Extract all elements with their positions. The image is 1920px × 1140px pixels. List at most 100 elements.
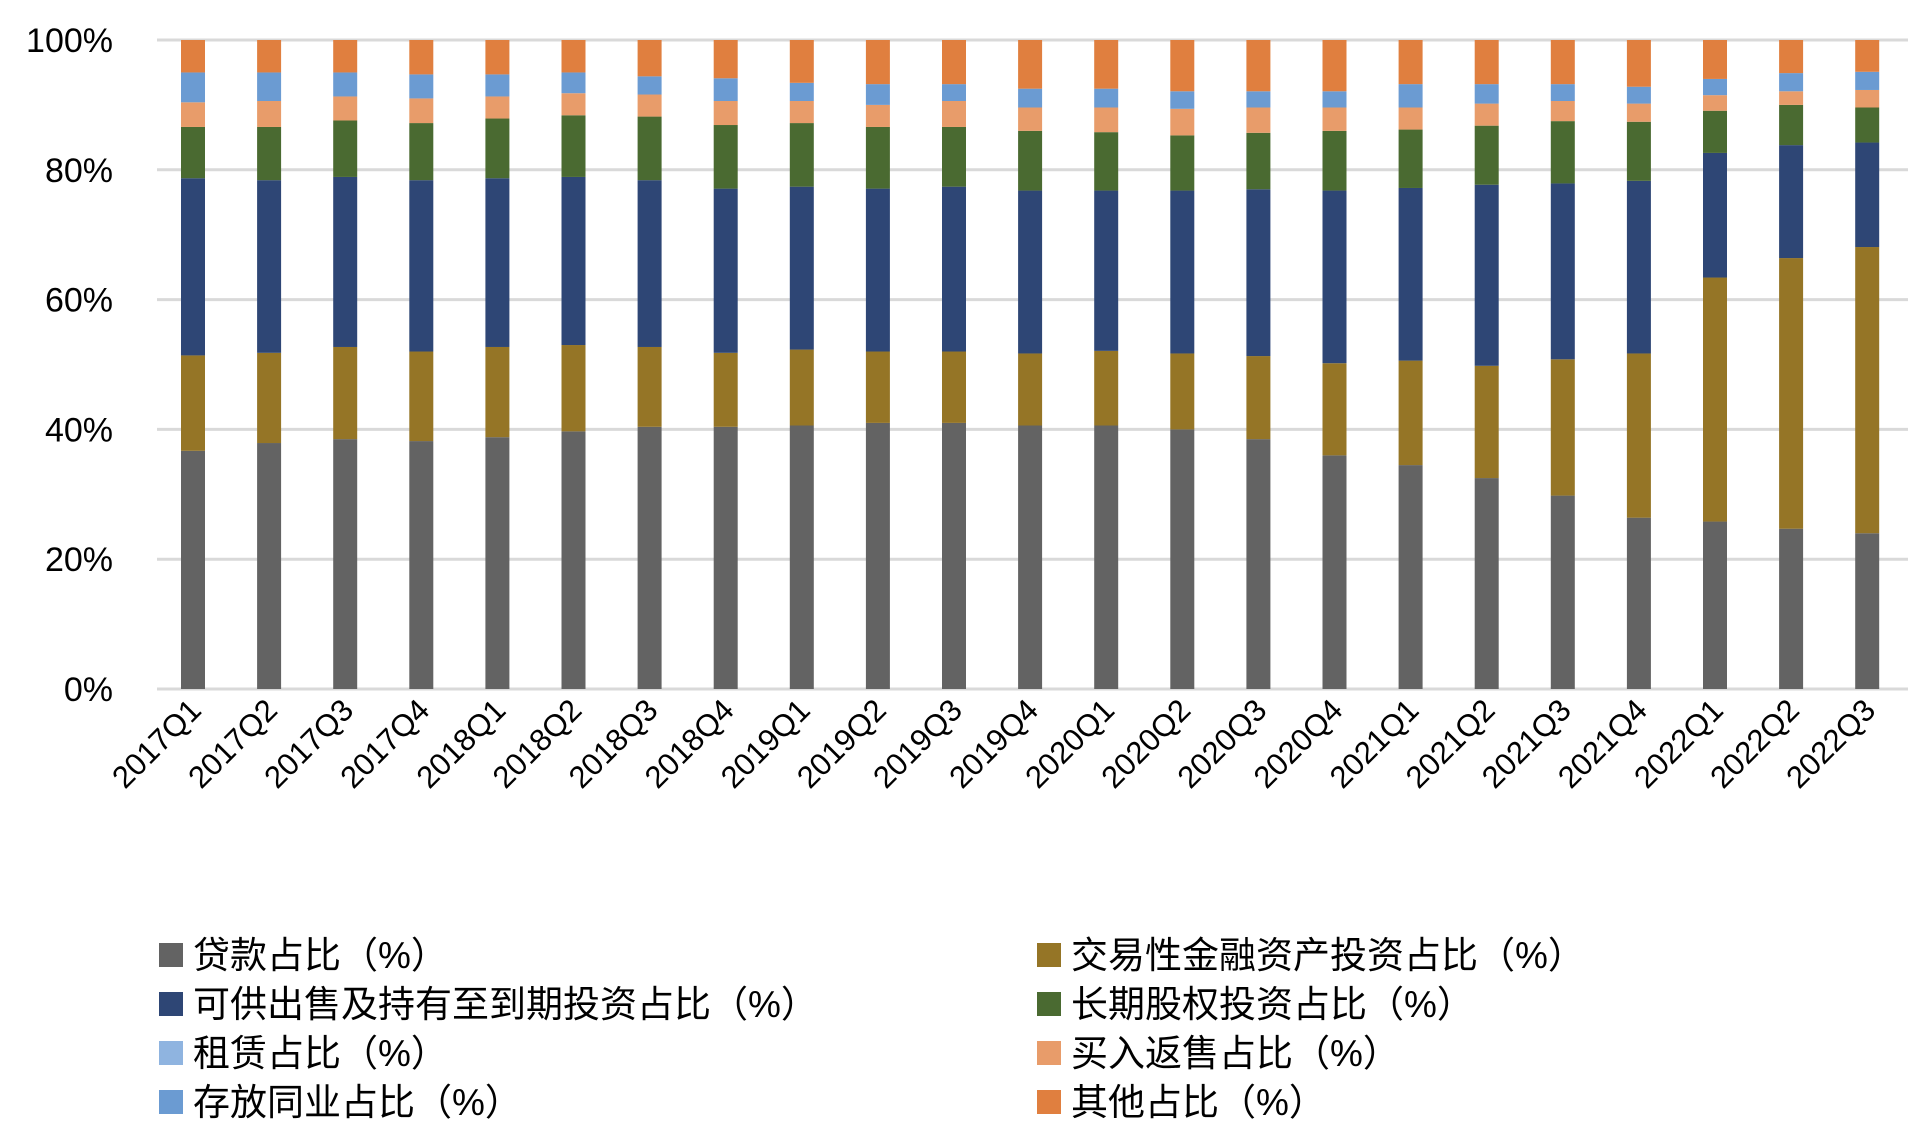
bar-stack-2022Q2 [1779, 40, 1804, 689]
bar-segment-series-1 [1855, 247, 1880, 534]
bar-segment-series-6 [1703, 78, 1727, 96]
bar-segment-series-6 [1398, 84, 1423, 108]
bar-segment-series-6 [1855, 71, 1880, 90]
bar-segment-series-5 [1322, 107, 1347, 131]
bar-stack-2021Q1 [1398, 40, 1423, 689]
bar-segment-series-1 [1094, 350, 1119, 426]
bar-segment-series-5 [1703, 95, 1727, 111]
legend-swatch [159, 992, 183, 1016]
bar-segment-series-0 [333, 439, 358, 689]
bar-segment-series-1 [637, 346, 662, 427]
bar-segment-series-2 [789, 186, 814, 350]
bar-segment-series-7 [561, 40, 586, 73]
bar-segment-series-3 [181, 126, 205, 179]
bar-segment-series-6 [181, 72, 205, 103]
bar-segment-series-2 [1550, 183, 1575, 360]
bar-segment-series-7 [713, 40, 738, 79]
bar-segment-series-0 [1246, 439, 1271, 689]
legend-swatch [1037, 1090, 1061, 1114]
bar-segment-series-1 [1322, 363, 1347, 456]
bar-segment-series-7 [865, 40, 890, 85]
bar-stack-2017Q3 [333, 40, 358, 689]
bar-segment-series-5 [1779, 91, 1804, 105]
y-tick-label: 40% [45, 411, 113, 449]
bar-segment-series-5 [485, 96, 510, 119]
bar-segment-series-5 [257, 101, 282, 127]
bar-segment-series-6 [865, 84, 890, 105]
bar-segment-series-7 [1855, 40, 1880, 72]
bar-segment-series-3 [1703, 110, 1727, 153]
bar-segment-series-6 [333, 72, 358, 97]
bar-segment-series-1 [1170, 353, 1195, 430]
bar-segment-series-3 [713, 125, 738, 189]
bar-segment-series-5 [181, 102, 205, 127]
bar-segment-series-5 [1018, 107, 1043, 131]
bar-segment-series-2 [257, 180, 282, 353]
bar-stack-2021Q2 [1474, 40, 1499, 689]
bar-segment-series-6 [409, 74, 434, 99]
bar-segment-series-3 [1474, 125, 1499, 185]
legend-item: 买入返售占比（%） [1037, 1033, 1400, 1074]
bar-segment-series-3 [1626, 121, 1651, 181]
bar-segment-series-7 [1246, 40, 1271, 92]
x-axis-ticks: 2017Q12017Q22017Q32017Q42018Q12018Q22018… [105, 692, 1882, 795]
bar-segment-series-1 [1779, 258, 1804, 529]
y-tick-label: 80% [45, 152, 113, 190]
bar-segment-series-5 [637, 94, 662, 117]
bar-segment-series-0 [865, 422, 890, 689]
bar-segment-series-2 [1398, 187, 1423, 361]
bar-segment-series-3 [1018, 130, 1043, 191]
bar-stack-2018Q1 [485, 40, 510, 689]
bar-stack-2017Q1 [181, 40, 205, 689]
bar-segment-series-6 [942, 84, 966, 102]
bar-segment-series-3 [1170, 135, 1195, 191]
bar-segment-series-3 [1855, 107, 1880, 143]
bar-segment-series-5 [1246, 107, 1271, 133]
bar-segment-series-7 [1626, 40, 1651, 87]
bar-segment-series-5 [409, 98, 434, 124]
bar-segment-series-6 [1246, 91, 1271, 108]
bar-segment-series-0 [1855, 533, 1880, 689]
bar-segment-series-5 [333, 96, 358, 121]
legend-swatch [1037, 943, 1061, 967]
bar-stack-2019Q2 [865, 40, 890, 689]
bar-segment-series-3 [789, 123, 814, 187]
bar-segment-series-1 [789, 349, 814, 426]
bar-segment-series-2 [1779, 145, 1804, 259]
bar-segment-series-5 [789, 101, 814, 124]
bar-segment-series-1 [1398, 360, 1423, 466]
bar-stack-2017Q2 [257, 40, 282, 689]
bar-segment-series-1 [485, 346, 510, 438]
bar-segment-series-3 [1550, 121, 1575, 184]
bar-segment-series-0 [1018, 425, 1043, 689]
bar-segment-series-2 [1170, 190, 1195, 354]
bar-segment-series-7 [333, 40, 358, 73]
bar-segment-series-2 [1474, 184, 1499, 366]
legend-item: 长期股权投资占比（%） [1037, 984, 1474, 1025]
bar-segment-series-0 [1474, 478, 1499, 689]
legend-swatch [159, 1090, 183, 1114]
bar-segment-series-2 [1246, 189, 1271, 357]
bar-segment-series-6 [1474, 84, 1499, 104]
legend-item: 交易性金融资产投资占比（%） [1037, 935, 1585, 976]
bar-segment-series-2 [865, 188, 890, 352]
bar-stack-2018Q4 [713, 40, 738, 689]
bar-segment-series-5 [1855, 89, 1880, 108]
bar-segment-series-7 [1779, 40, 1804, 74]
bar-segment-series-0 [1626, 517, 1651, 689]
bar-segment-series-3 [1322, 130, 1347, 191]
bar-stack-2022Q1 [1703, 40, 1727, 689]
bar-segment-series-7 [1398, 40, 1423, 85]
bar-stack-2021Q3 [1550, 40, 1575, 689]
bar-segment-series-0 [1322, 455, 1347, 689]
bar-stack-2020Q3 [1246, 40, 1271, 689]
bar-segment-series-3 [333, 120, 358, 177]
bar-stack-2019Q1 [789, 40, 814, 689]
bar-segment-series-3 [942, 126, 966, 187]
legend-label: 交易性金融资产投资占比（%） [1071, 935, 1585, 976]
bar-segment-series-2 [1094, 190, 1119, 351]
bar-segment-series-3 [485, 118, 510, 179]
bar-segment-series-1 [333, 346, 358, 440]
legend-swatch [159, 943, 183, 967]
